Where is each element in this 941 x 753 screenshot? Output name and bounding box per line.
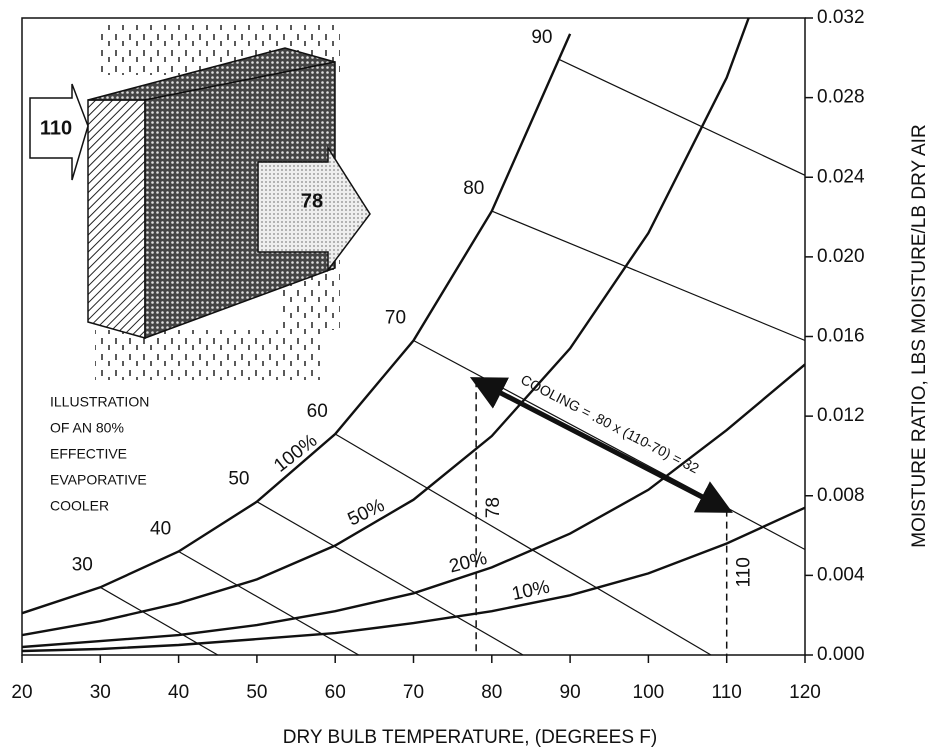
x-tick-label: 80 — [481, 682, 502, 703]
caption-line: COOLER — [50, 498, 109, 514]
wet-bulb-label: 60 — [307, 401, 328, 422]
caption-line: OF AN 80% — [50, 420, 124, 436]
wet-bulb-label: 50 — [228, 469, 249, 490]
y-tick-label: 0.032 — [817, 7, 865, 28]
illustration: 110 78 — [30, 25, 370, 380]
x-axis-label: DRY BULB TEMPERATURE, (DEGREES F) — [283, 727, 657, 748]
outlet-label: 78 — [301, 190, 323, 212]
x-tick-label: 70 — [403, 682, 424, 703]
rh-curve — [22, 508, 805, 651]
x-tick-label: 20 — [11, 682, 32, 703]
x-tick-label: 120 — [789, 682, 821, 703]
pad-side — [88, 100, 145, 338]
y-tick-label: 0.004 — [817, 564, 865, 585]
cooling-arrow — [476, 380, 727, 509]
reference-label: 110 — [734, 557, 755, 587]
y-tick-label: 0.020 — [817, 246, 865, 267]
y-tick-label: 0.000 — [817, 644, 865, 665]
cooling-annotation: COOLING = .80 x (110-70) = 32 — [518, 371, 702, 476]
rh-label: 20% — [447, 548, 489, 578]
wet-bulb-label: 40 — [150, 519, 171, 540]
x-tick-label: 40 — [168, 682, 189, 703]
x-tick-label: 30 — [90, 682, 111, 703]
wet-bulb-label: 30 — [72, 554, 93, 575]
x-tick-label: 50 — [246, 682, 267, 703]
y-tick-label: 0.024 — [817, 166, 865, 187]
caption-line: EVAPORATIVE — [50, 472, 147, 488]
y-axis-label: MOISTURE RATIO, LBS MOISTURE/LB DRY AIR — [909, 124, 930, 547]
wet-bulb-line — [179, 552, 359, 656]
y-tick-label: 0.028 — [817, 87, 865, 108]
caption-line: EFFECTIVE — [50, 446, 127, 462]
chart: 110 78 DRY BULB TEMPERATURE, (DEGREES F)… — [0, 0, 941, 753]
y-tick-label: 0.012 — [817, 405, 865, 426]
wet-bulb-line — [335, 434, 711, 655]
wet-bulb-label: 90 — [531, 27, 552, 48]
x-tick-label: 60 — [325, 682, 346, 703]
wet-bulb-line — [257, 502, 523, 655]
rh-label: 50% — [345, 495, 388, 531]
y-tick-label: 0.016 — [817, 326, 865, 347]
x-tick-label: 110 — [712, 682, 742, 703]
wet-bulb-line — [414, 341, 806, 550]
y-tick-label: 0.008 — [817, 485, 865, 506]
x-tick-label: 90 — [560, 682, 581, 703]
reference-label: 78 — [483, 497, 504, 518]
inlet-label: 110 — [40, 117, 72, 139]
wet-bulb-label: 70 — [385, 307, 406, 328]
wet-bulb-label: 80 — [463, 178, 484, 199]
caption-line: ILLUSTRATION — [50, 394, 149, 410]
wet-bulb-line — [560, 60, 805, 176]
x-tick-label: 100 — [633, 682, 665, 703]
drops-bottom — [95, 330, 325, 380]
